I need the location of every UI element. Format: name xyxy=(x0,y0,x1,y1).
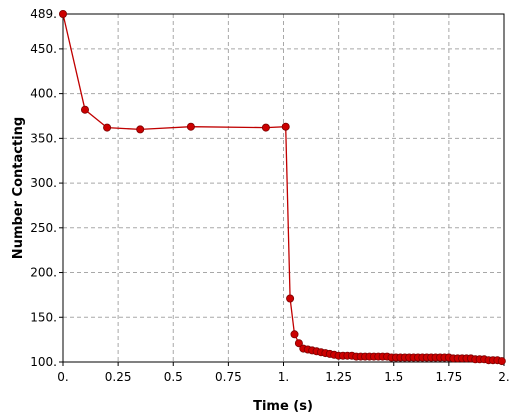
data-point xyxy=(290,330,299,339)
data-point xyxy=(136,125,145,134)
data-points xyxy=(59,9,506,366)
x-axis-title: Time (s) xyxy=(253,399,313,414)
y-tick-label: 400. xyxy=(30,87,57,101)
data-point xyxy=(294,339,303,348)
data-point xyxy=(81,105,90,114)
y-axis-ticks: 100. 150. 200. 250. 300. 350. 400. 450. 489. xyxy=(30,7,63,369)
data-point xyxy=(281,122,290,131)
x-tick-label: 0.25 xyxy=(105,370,132,384)
x-tick-label: 1.25 xyxy=(325,370,352,384)
data-point xyxy=(497,357,506,366)
data-point xyxy=(286,294,295,303)
y-tick-label: 250. xyxy=(30,221,57,235)
y-tick-label: 300. xyxy=(30,176,57,190)
gridlines xyxy=(63,14,504,362)
y-tick-label: 450. xyxy=(30,42,57,56)
x-tick-label: 1.5 xyxy=(384,370,403,384)
y-tick-label: 150. xyxy=(30,310,57,324)
data-point xyxy=(261,123,270,132)
x-tick-label: 1.75 xyxy=(436,370,463,384)
series-line xyxy=(62,13,502,362)
x-tick-label: 0.5 xyxy=(164,370,183,384)
x-axis-ticks: 0. 0.25 0.5 0.75 1. 1.25 1.5 1.75 2. xyxy=(57,362,510,384)
x-tick-label: 0. xyxy=(57,370,68,384)
x-tick-label: 0.75 xyxy=(215,370,242,384)
y-tick-label: 100. xyxy=(30,355,57,369)
data-point xyxy=(103,123,112,132)
x-tick-label: 2. xyxy=(498,370,509,384)
data-point xyxy=(186,122,195,131)
y-axis-title: Number Contacting xyxy=(11,117,26,259)
data-point xyxy=(59,9,68,18)
x-tick-label: 1. xyxy=(278,370,289,384)
y-tick-label: 350. xyxy=(30,131,57,145)
y-tick-label: 200. xyxy=(30,266,57,280)
y-tick-label: 489. xyxy=(30,7,57,21)
